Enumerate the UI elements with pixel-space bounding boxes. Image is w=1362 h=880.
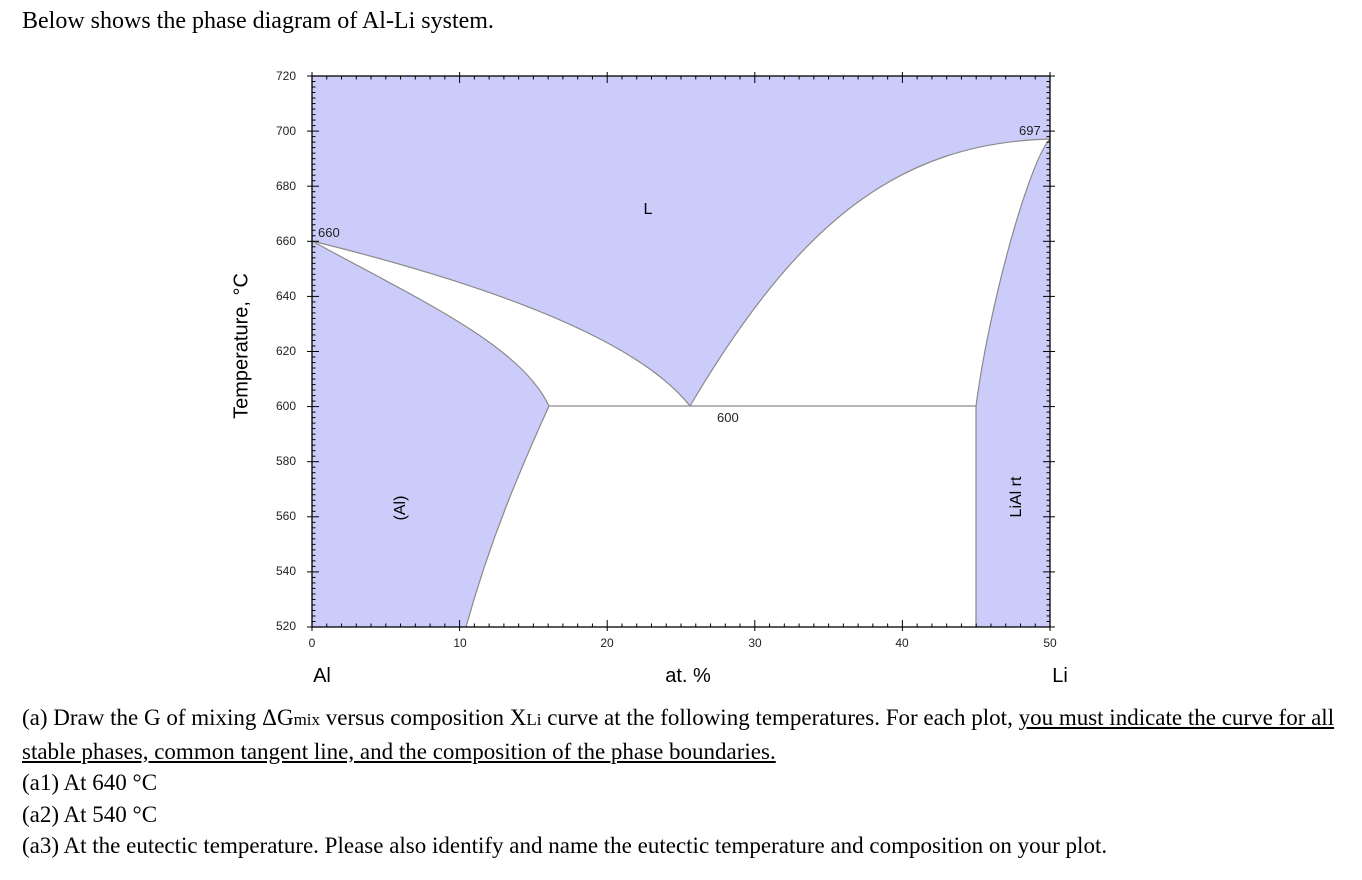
x-tick-label: 30 bbox=[748, 636, 762, 650]
lial-left-boundary bbox=[975, 138, 1051, 627]
y-tick-label: 620 bbox=[276, 344, 296, 358]
y-tick-label: 580 bbox=[276, 454, 296, 468]
question-a-text-3: curve at the following temperatures. For… bbox=[541, 705, 1019, 730]
y-tick-label: 540 bbox=[276, 564, 296, 578]
y-tick-label: 520 bbox=[276, 619, 296, 633]
liquid-label: L bbox=[644, 201, 653, 218]
question-a3: (a3) At the eutectic temperature. Please… bbox=[22, 833, 1108, 858]
eutectic-temp-label: 600 bbox=[717, 410, 739, 425]
lial-label: LiAl rt bbox=[1008, 476, 1025, 517]
x-axis-label: at. % bbox=[665, 665, 711, 687]
y-tick-label: 560 bbox=[276, 509, 296, 523]
solvus-al bbox=[465, 405, 550, 628]
liquidus-lial-side bbox=[689, 138, 1051, 407]
y-tick-label: 680 bbox=[276, 179, 296, 193]
intro-text: Below shows the phase diagram of Al-Li s… bbox=[22, 8, 494, 34]
tick-marks bbox=[307, 72, 1055, 631]
x-tick-label: 40 bbox=[895, 636, 909, 650]
phase-boundaries bbox=[311, 138, 1051, 628]
liquidus-al-side bbox=[311, 240, 691, 407]
question-a-sub-mix: mix bbox=[293, 710, 321, 729]
question-a-underlined: you must indicate the curve for all stab… bbox=[22, 705, 1335, 764]
al-solid-region bbox=[312, 241, 549, 627]
y-tick-label: 700 bbox=[276, 124, 296, 138]
x-tick-label: 50 bbox=[1043, 636, 1057, 650]
x-tick-label: 0 bbox=[309, 636, 316, 650]
y-tick-label: 660 bbox=[276, 234, 296, 248]
solidus-al bbox=[311, 240, 550, 407]
phase-diagram: 720 700 680 660 640 620 600 580 560 540 … bbox=[276, 69, 1068, 687]
lial-melting-point-label: 697 bbox=[1019, 123, 1041, 138]
al-element-label: Al bbox=[313, 665, 331, 687]
question-a2: (a2) At 540 °C bbox=[22, 801, 158, 827]
question-a-text-2: versus composition X bbox=[320, 705, 527, 730]
x-tick-label: 20 bbox=[600, 636, 614, 650]
question-a-sub-li: Li bbox=[526, 710, 542, 729]
question-a-text-1: (a) Draw the G of mixing ΔG bbox=[22, 705, 294, 730]
y-tick-label: 720 bbox=[276, 69, 296, 83]
al-solid-label: (Al) bbox=[392, 496, 409, 521]
question-a: (a) Draw the G of mixing ΔGmix versus co… bbox=[22, 702, 1352, 767]
al-melting-point-label: 660 bbox=[318, 225, 340, 240]
x-tick-labels: 0 10 20 30 40 50 bbox=[309, 636, 1057, 650]
question-a1: (a1) At 640 °C bbox=[22, 770, 158, 795]
questions-block: (a) Draw the G of mixing ΔGmix versus co… bbox=[22, 702, 1352, 862]
x-tick-label: 10 bbox=[453, 636, 467, 650]
lial-region bbox=[976, 139, 1050, 627]
li-element-label: Li bbox=[1052, 665, 1068, 687]
y-tick-labels: 720 700 680 660 640 620 600 580 560 540 … bbox=[276, 69, 296, 633]
y-tick-label: 600 bbox=[276, 399, 296, 413]
y-tick-label: 640 bbox=[276, 289, 296, 303]
liquid-region bbox=[312, 76, 1050, 406]
